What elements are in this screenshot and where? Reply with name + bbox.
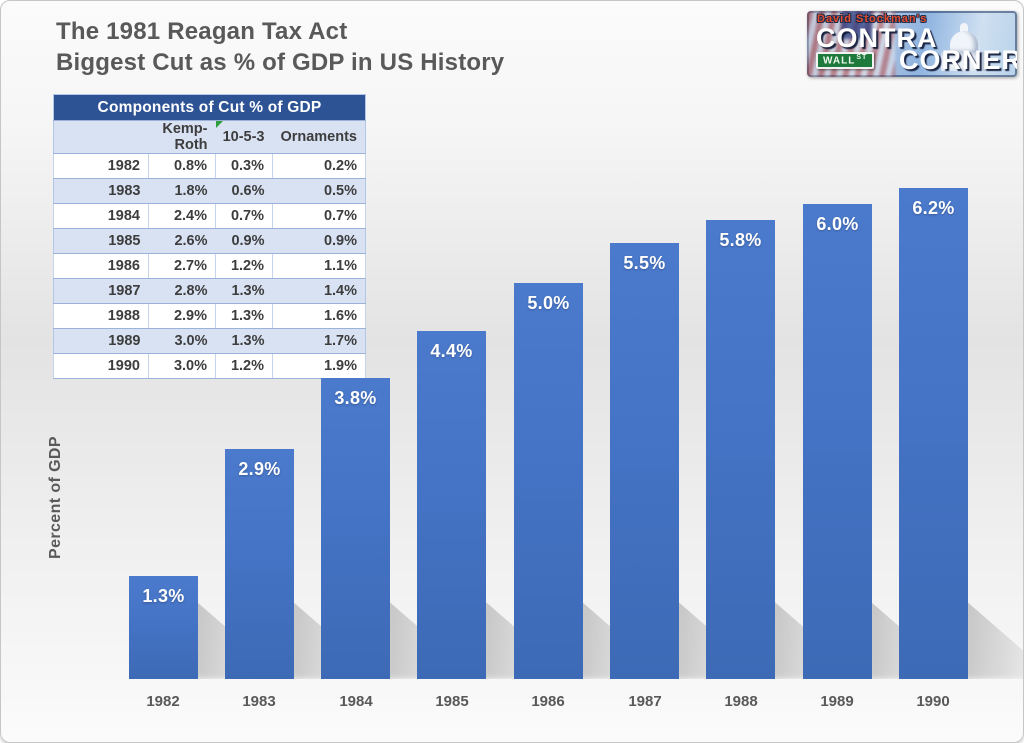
bar-value-label: 5.5% — [623, 253, 666, 273]
value-cell: 3.0% — [148, 353, 216, 379]
value-cell: 2.7% — [148, 253, 216, 279]
value-cell: 1.9% — [272, 353, 366, 379]
table-row: 1982 0.8% 0.3% 0.2% — [53, 153, 366, 179]
value-cell: 1.3% — [215, 278, 273, 304]
table-row: 1985 2.6% 0.9% 0.9% — [53, 228, 366, 254]
x-axis-label-1989: 1989 — [820, 693, 854, 710]
table-row: 1988 2.9% 1.3% 1.6% — [53, 303, 366, 329]
bar-1989: 6.0% — [803, 204, 872, 679]
bar-value-label: 2.9% — [238, 459, 281, 479]
wall-street-sign-text: WALL — [823, 55, 856, 67]
bar-value-label: 1.3% — [142, 586, 185, 606]
value-cell: 0.5% — [272, 178, 366, 204]
value-cell: 1.6% — [272, 303, 366, 329]
value-cell: 1.3% — [215, 328, 273, 354]
value-cell: 1.4% — [272, 278, 366, 304]
logo-word-corner: CORNER — [899, 45, 1017, 75]
page-title-line2: Biggest Cut as % of GDP in US History — [56, 49, 505, 76]
value-cell: 2.9% — [148, 303, 216, 329]
x-axis-label-1987: 1987 — [628, 693, 662, 710]
bar-shadow — [963, 599, 1023, 679]
value-cell: 2.4% — [148, 203, 216, 229]
bar-value-label: 6.2% — [912, 198, 955, 218]
table-title: Components of Cut % of GDP — [53, 94, 366, 121]
year-cell: 1989 — [53, 328, 149, 354]
bar-value-label: 5.8% — [719, 230, 762, 250]
value-cell: 2.6% — [148, 228, 216, 254]
column-header-10-5-3: 10-5-3 — [215, 120, 273, 154]
x-axis-label-1984: 1984 — [339, 693, 373, 710]
value-cell: 0.2% — [272, 153, 366, 179]
wall-street-sign: WALLST — [816, 52, 875, 70]
value-cell: 0.9% — [215, 228, 273, 254]
bar-value-label: 3.8% — [334, 388, 377, 408]
table-row: 1983 1.8% 0.6% 0.5% — [53, 178, 366, 204]
year-cell: 1983 — [53, 178, 149, 204]
bar-1990: 6.2% — [899, 188, 968, 679]
table-row: 1990 3.0% 1.2% 1.9% — [53, 353, 366, 379]
value-cell: 1.3% — [215, 303, 273, 329]
table-row: 1987 2.8% 1.3% 1.4% — [53, 278, 366, 304]
year-cell: 1986 — [53, 253, 149, 279]
bar-value-label: 5.0% — [527, 293, 570, 313]
flag-canton-graphic — [840, 11, 873, 39]
year-cell: 1982 — [53, 153, 149, 179]
value-cell: 1.2% — [215, 253, 273, 279]
x-axis-label-1988: 1988 — [724, 693, 758, 710]
bar-1988: 5.8% — [706, 220, 775, 679]
components-table: Components of Cut % of GDP Kemp-Roth 10-5-… — [53, 94, 366, 379]
x-axis-label-1983: 1983 — [242, 693, 276, 710]
table-row: 1986 2.7% 1.2% 1.1% — [53, 253, 366, 279]
value-cell: 0.7% — [215, 203, 273, 229]
bar-1985: 4.4% — [417, 331, 486, 679]
excel-error-indicator-icon — [215, 121, 223, 128]
column-header-Ornaments: Ornaments — [272, 120, 366, 154]
column-header-year — [53, 120, 149, 154]
year-cell: 1988 — [53, 303, 149, 329]
table-row: 1984 2.4% 0.7% 0.7% — [53, 203, 366, 229]
year-cell: 1985 — [53, 228, 149, 254]
column-header-Kemp-Roth: Kemp-Roth — [148, 120, 216, 154]
value-cell: 0.7% — [272, 203, 366, 229]
year-cell: 1987 — [53, 278, 149, 304]
bar-value-label: 6.0% — [816, 214, 859, 234]
value-cell: 2.8% — [148, 278, 216, 304]
bar-1983: 2.9% — [225, 449, 294, 679]
contra-corner-logo: David Stockman's CONTRA WALLST CORNER — [807, 11, 1017, 77]
bar-1987: 5.5% — [610, 243, 679, 679]
value-cell: 0.9% — [272, 228, 366, 254]
capitol-dome-graphic — [941, 23, 987, 71]
x-axis-label-1985: 1985 — [435, 693, 469, 710]
wall-street-sign-suffix: ST — [856, 54, 868, 61]
value-cell: 0.6% — [215, 178, 273, 204]
bar-value-label: 4.4% — [430, 341, 473, 361]
value-cell: 1.1% — [272, 253, 366, 279]
year-cell: 1990 — [53, 353, 149, 379]
value-cell: 1.8% — [148, 178, 216, 204]
value-cell: 0.8% — [148, 153, 216, 179]
bar-1984: 3.8% — [321, 378, 390, 679]
bar-1986: 5.0% — [514, 283, 583, 679]
value-cell: 0.3% — [215, 153, 273, 179]
x-axis-label-1986: 1986 — [531, 693, 565, 710]
year-cell: 1984 — [53, 203, 149, 229]
page-title: The 1981 Reagan Tax Act Biggest Cut as %… — [56, 16, 504, 78]
table-header-row: Kemp-Roth 10-5-3 Ornaments — [53, 120, 366, 154]
value-cell: 1.7% — [272, 328, 366, 354]
logo-tagline: David Stockman's — [817, 13, 928, 25]
y-axis-label: Percent of GDP — [47, 436, 64, 559]
x-axis-label-1990: 1990 — [916, 693, 950, 710]
value-cell: 3.0% — [148, 328, 216, 354]
x-axis-label-1982: 1982 — [146, 693, 180, 710]
value-cell: 1.2% — [215, 353, 273, 379]
bar-1982: 1.3% — [129, 576, 198, 679]
table-row: 1989 3.0% 1.3% 1.7% — [53, 328, 366, 354]
page-title-line1: The 1981 Reagan Tax Act — [56, 18, 348, 45]
logo-word-contra: CONTRA — [816, 23, 938, 53]
